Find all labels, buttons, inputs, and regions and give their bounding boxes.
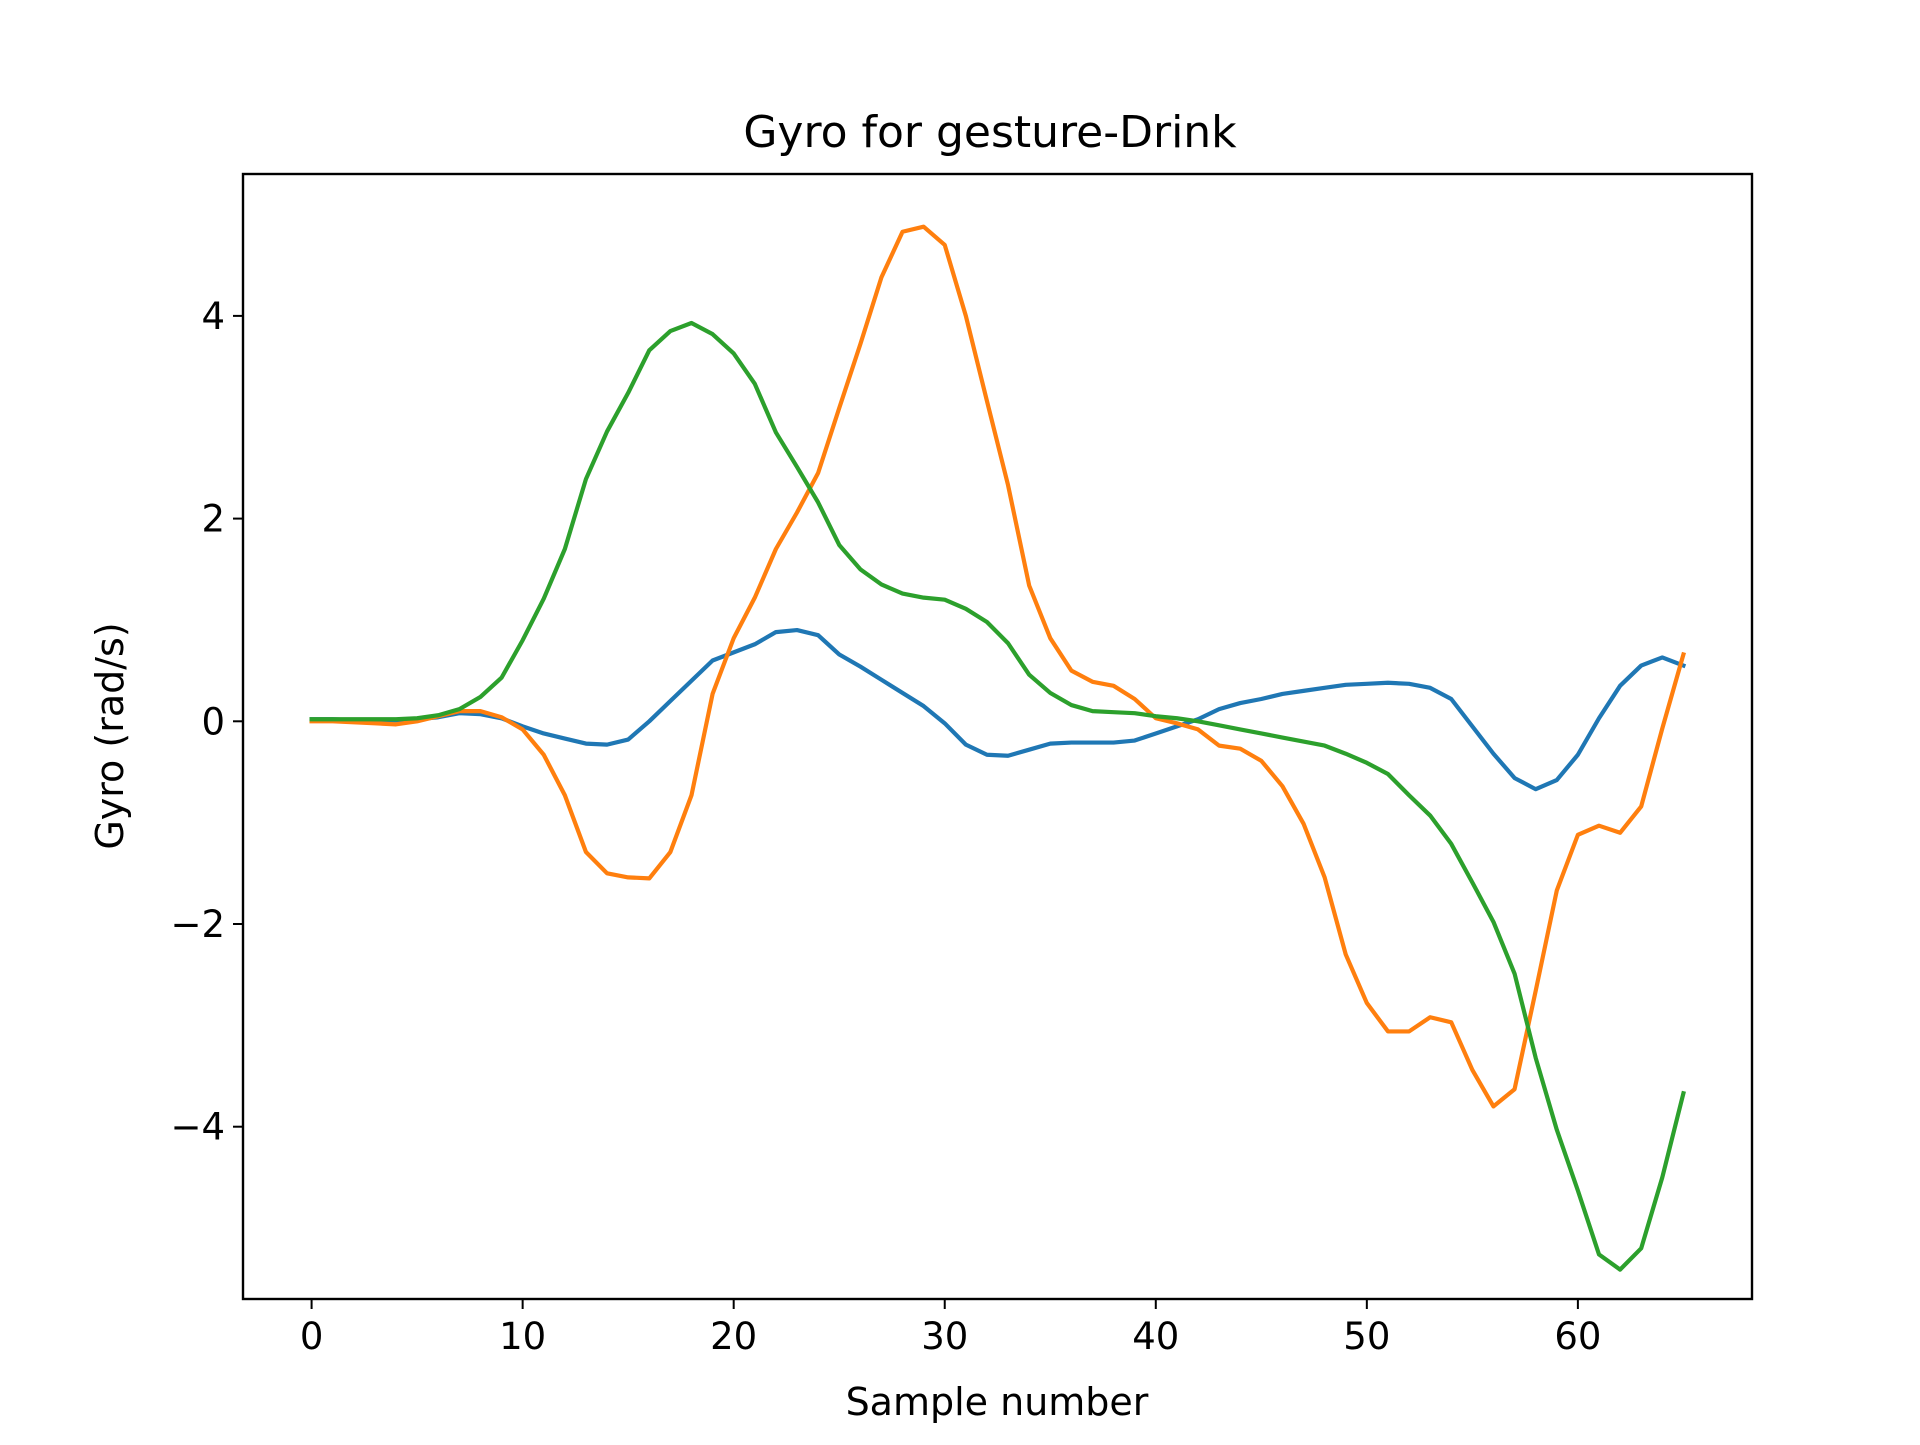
x-tick-label: 60 <box>1554 1315 1601 1358</box>
x-axis-label: Sample number <box>846 1380 1149 1424</box>
x-tick-label: 50 <box>1343 1315 1390 1358</box>
y-axis-ticks: 4 2 0 −2 −4 <box>170 295 243 1149</box>
x-tick-label: 20 <box>710 1315 757 1358</box>
chart-title: Gyro for gesture-Drink <box>743 107 1237 158</box>
x-tick-label: 10 <box>499 1315 546 1358</box>
x-tick-label: 30 <box>921 1315 968 1358</box>
series-layer <box>309 224 1687 1272</box>
series-line-2 <box>309 224 1687 1109</box>
y-tick-label: −2 <box>170 903 225 946</box>
y-tick-label: −4 <box>170 1106 225 1149</box>
y-tick-label: 2 <box>201 498 225 541</box>
y-tick-label: 0 <box>201 700 225 743</box>
x-tick-label: 40 <box>1132 1315 1179 1358</box>
series-line-3 <box>309 320 1686 1272</box>
x-tick-label: 0 <box>300 1315 324 1358</box>
series-line-1 <box>309 627 1687 792</box>
x-axis-ticks: 0 10 20 30 40 50 60 <box>300 1299 1601 1358</box>
plot-area-frame <box>241 172 1754 1301</box>
y-axis-label: Gyro (rad/s) <box>88 622 132 849</box>
y-tick-label: 4 <box>201 295 225 338</box>
